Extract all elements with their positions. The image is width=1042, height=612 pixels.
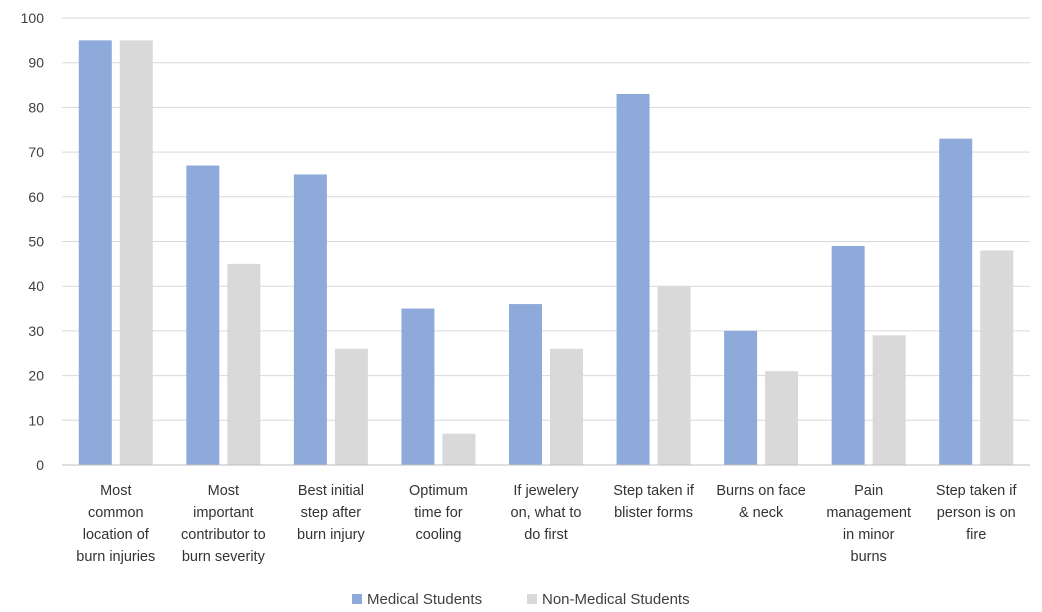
bar-medical [78, 40, 112, 465]
legend-label: Medical Students [367, 591, 482, 608]
legend-swatch [527, 594, 537, 604]
category-label: & neck [739, 505, 784, 521]
y-tick-label: 100 [21, 10, 45, 26]
bar-non-medical [119, 40, 153, 465]
bar-medical [293, 174, 327, 465]
bar-non-medical [442, 433, 476, 465]
bar-medical [401, 308, 435, 465]
category-label: Best initial [298, 483, 364, 499]
category-label: Optimum [409, 483, 468, 499]
y-tick-label: 50 [28, 234, 44, 250]
category-label: person is on [937, 505, 1016, 521]
category-label: fire [966, 527, 986, 543]
category-label: Most [208, 483, 239, 499]
y-tick-label: 20 [28, 368, 44, 384]
category-label: burns [851, 549, 887, 565]
category-label: blister forms [614, 505, 693, 521]
legend: Medical Students Non-Medical Students [352, 591, 690, 608]
category-label: Step taken if [613, 483, 695, 499]
category-label: important [193, 505, 253, 521]
y-tick-label: 70 [28, 144, 44, 160]
x-axis-categories: Most common location of burn injuries Most im… [76, 483, 1017, 565]
bar-non-medical [550, 348, 583, 465]
y-tick-label: 40 [28, 278, 44, 294]
bar-non-medical [765, 371, 799, 465]
category-label: contributor to [181, 527, 266, 543]
y-axis-ticks: 0 10 20 30 40 50 60 70 80 90 100 [21, 10, 45, 473]
bar-medical [186, 165, 220, 465]
y-tick-label: 0 [36, 457, 44, 473]
y-tick-label: 60 [28, 189, 44, 205]
category-label: burn severity [182, 549, 266, 565]
category-label: Pain [854, 483, 883, 499]
category-label: on, what to [511, 505, 582, 521]
bar-non-medical [872, 335, 906, 465]
bar-medical [939, 138, 973, 465]
category-label: management [826, 505, 911, 521]
legend-swatch [352, 594, 362, 604]
bar-non-medical [657, 286, 691, 465]
y-tick-label: 10 [28, 412, 44, 428]
y-tick-label: 90 [28, 55, 44, 71]
category-label: in minor [843, 527, 895, 543]
category-label: do first [524, 527, 568, 543]
category-label: cooling [415, 527, 461, 543]
category-label: Burns on face [716, 483, 805, 499]
bar-non-medical [227, 263, 261, 465]
bar-medical [724, 330, 758, 465]
category-label: time for [414, 505, 463, 521]
bar-non-medical [334, 348, 368, 465]
y-tick-label: 30 [28, 323, 44, 339]
category-label: Most [100, 483, 131, 499]
category-label: step after [301, 505, 362, 521]
bar-medical [509, 304, 542, 465]
bar-medical [616, 93, 650, 466]
legend-label: Non-Medical Students [542, 591, 690, 608]
category-label: If jewelery [513, 483, 579, 499]
bar-medical [831, 245, 865, 465]
category-label: burn injuries [76, 549, 155, 565]
category-label: common [88, 505, 144, 521]
category-label: Step taken if [936, 483, 1018, 499]
bar-non-medical [980, 250, 1014, 465]
category-label: location of [83, 527, 150, 543]
gridlines [62, 17, 1030, 421]
category-label: burn injury [297, 527, 365, 543]
y-tick-label: 80 [28, 99, 44, 115]
bars [78, 40, 1014, 466]
